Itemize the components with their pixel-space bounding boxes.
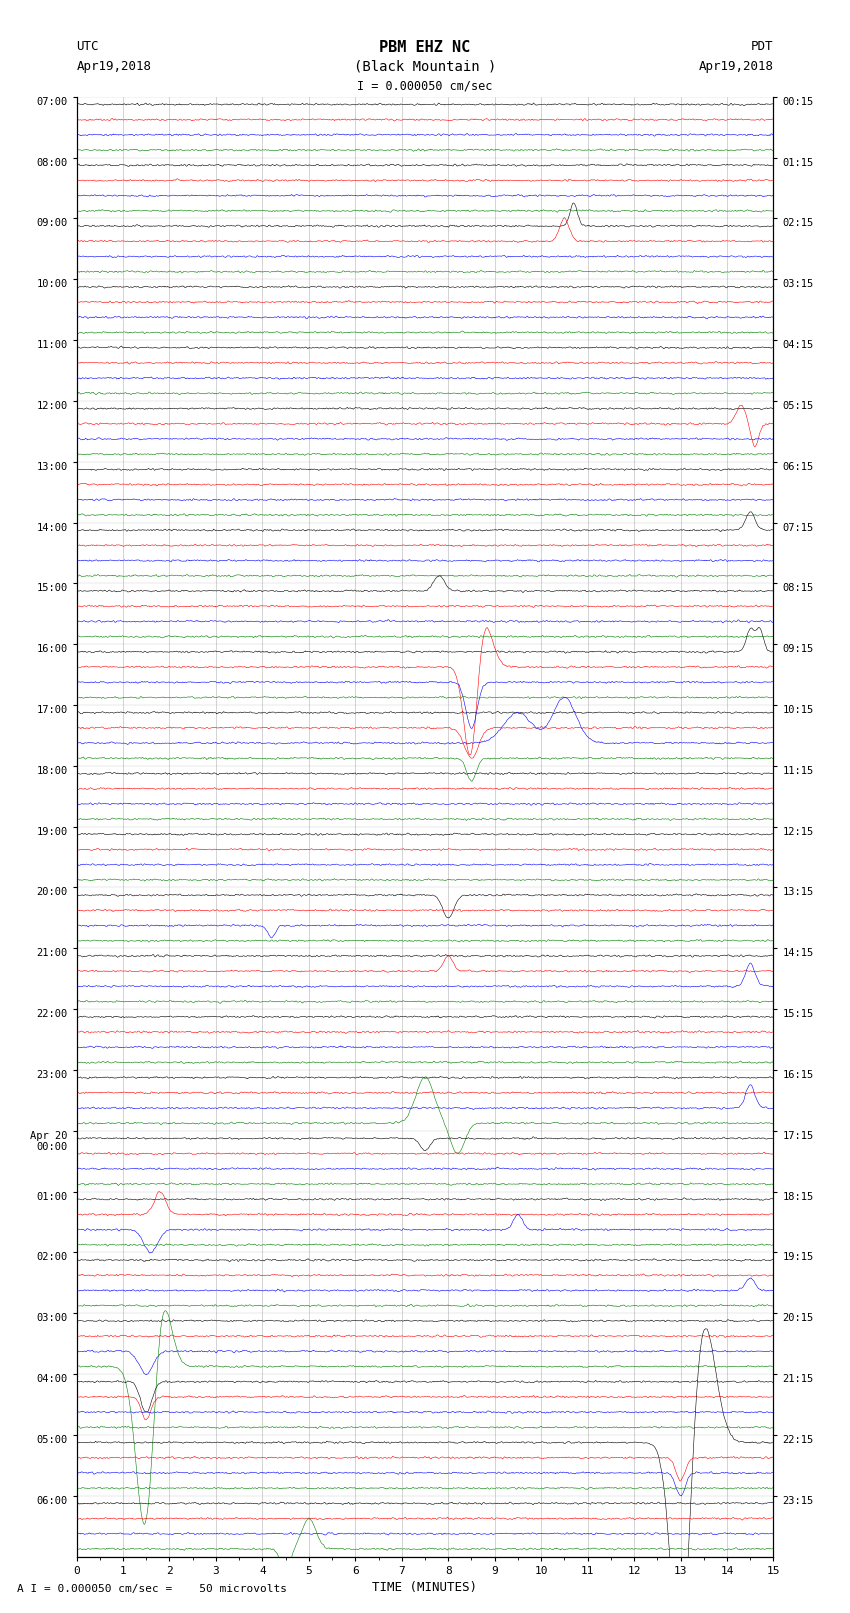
- Text: I = 0.000050 cm/sec: I = 0.000050 cm/sec: [357, 79, 493, 92]
- Text: UTC: UTC: [76, 40, 99, 53]
- Text: PDT: PDT: [751, 40, 774, 53]
- X-axis label: TIME (MINUTES): TIME (MINUTES): [372, 1581, 478, 1594]
- Text: PBM EHZ NC: PBM EHZ NC: [379, 40, 471, 55]
- Text: (Black Mountain ): (Black Mountain ): [354, 60, 496, 74]
- Text: A I = 0.000050 cm/sec =    50 microvolts: A I = 0.000050 cm/sec = 50 microvolts: [17, 1584, 287, 1594]
- Text: Apr19,2018: Apr19,2018: [76, 60, 151, 73]
- Text: Apr19,2018: Apr19,2018: [699, 60, 774, 73]
